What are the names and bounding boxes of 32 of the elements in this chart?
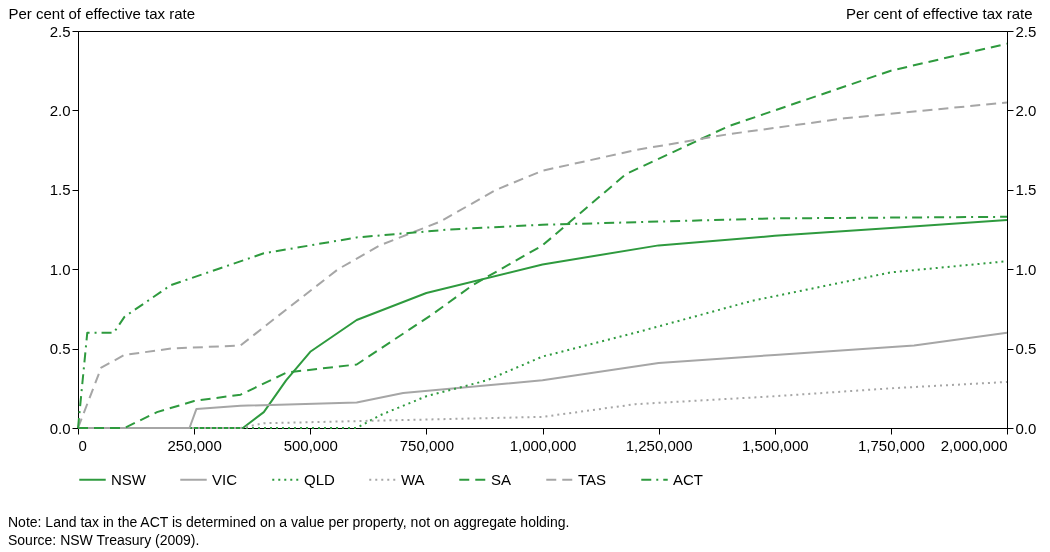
y-tick-label: 1.5 [49, 181, 71, 199]
x-tick-label: 1,500,000 [741, 436, 809, 454]
y2-tick-label: 0.0 [1015, 419, 1037, 437]
y-axis-title: Per cent of effective tax rate [8, 4, 195, 22]
x-tick-label: 750,000 [399, 436, 454, 454]
y2-tick-label: 1.0 [1015, 260, 1037, 278]
x-tick-label: 0 [78, 436, 87, 454]
x-tick-label: 2,000,000 [940, 436, 1008, 454]
x-tick-label: 1,250,000 [625, 436, 693, 454]
legend-label: TAS [578, 470, 607, 488]
y2-tick-label: 2.5 [1015, 22, 1037, 40]
legend-label: NSW [111, 470, 147, 488]
y-tick-label: 1.0 [49, 260, 71, 278]
legend-label: VIC [212, 470, 238, 488]
y-tick-label: 2.5 [49, 22, 71, 40]
x-tick-label: 500,000 [283, 436, 338, 454]
y2-tick-label: 1.5 [1015, 181, 1037, 199]
legend-label: ACT [673, 470, 703, 488]
legend-label: SA [491, 470, 512, 488]
x-tick-label: 1,000,000 [509, 436, 577, 454]
y-tick-label: 2.0 [49, 101, 71, 119]
y-tick-label: 0.0 [49, 419, 71, 437]
legend-label: QLD [304, 470, 336, 488]
y-tick-label: 0.5 [49, 340, 71, 358]
x-tick-label: 1,750,000 [858, 436, 925, 454]
text: Note: Land tax in the ACT is determined on a value per property, not on aggregate holding. [8, 514, 570, 530]
x-tick-label: 250,000 [167, 436, 222, 454]
y2-tick-label: 0.5 [1015, 340, 1037, 358]
y2-axis-title: Per cent of effective tax rate [846, 4, 1033, 22]
y2-tick-label: 2.0 [1015, 101, 1037, 119]
legend-label: WA [401, 470, 425, 488]
source-note: Source: NSW Treasury (2009). [8, 532, 200, 548]
